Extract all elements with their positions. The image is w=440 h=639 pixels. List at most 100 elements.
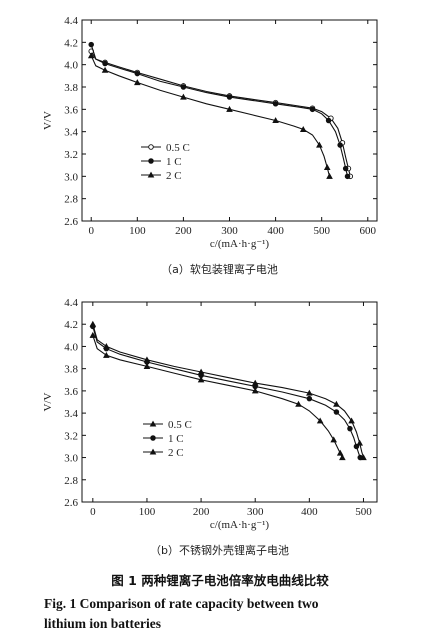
- chart-b-legend-label-3: 2 C: [168, 447, 184, 459]
- chart-b-series-line-2: [92, 326, 361, 458]
- chart-b-subtitle: （b）不锈钢外壳锂离子电池: [150, 543, 289, 557]
- chart-b-series-line-3: [92, 335, 343, 458]
- chart-a-x-tick-label: 300: [221, 225, 238, 237]
- chart-b-x-tick-label: 400: [301, 506, 318, 518]
- chart-a-series-3-point: [87, 52, 95, 59]
- chart-b-legend-label-2: 1 C: [168, 433, 184, 445]
- chart-a-y-tick-label: 4.0: [64, 60, 78, 72]
- chart-a-subtitle: （a）软包装锂离子电池: [161, 262, 278, 276]
- chart-a-series-line-1: [90, 51, 351, 177]
- chart-b-x-axis-label: c/(mA·h·g⁻¹): [210, 519, 270, 531]
- chart-b-series-3-point: [330, 436, 338, 443]
- chart-b-x-tick-label: 0: [90, 506, 96, 518]
- chart-a-y-tick-label: 3.0: [64, 171, 78, 183]
- chart-b: 0 100 200 300 400 500 2.6 2.8 3.0 3.2 3.4 3.6 3.8 4.0…: [42, 297, 378, 557]
- chart-b-x-tick-label: 300: [247, 506, 264, 518]
- chart-b-series-3-point: [89, 331, 97, 338]
- chart-a-y-tick-label: 2.6: [64, 216, 78, 228]
- chart-b-y-axis-label: V/V: [42, 392, 54, 411]
- chart-b-plot-frame: [81, 301, 378, 503]
- chart-b-x-tick-label: 200: [193, 506, 210, 518]
- chart-b-y-tick-label: 2.8: [64, 475, 78, 487]
- chart-a-x-axis-label: c/(mA·h·g⁻¹): [210, 238, 270, 250]
- chart-a-x-tick-label: 600: [360, 225, 377, 237]
- chart-a-legend-label-2: 1 C: [166, 156, 182, 168]
- chart-a-series-2-point: [325, 117, 332, 124]
- chart-a-x-tick-label: 200: [175, 225, 192, 237]
- chart-a-series-3-point: [299, 126, 307, 132]
- chart-a-x-tick-label: 0: [88, 225, 94, 237]
- caption-english-line-2: lithium ion batteries: [44, 616, 161, 631]
- chart-b-series-3-point: [316, 417, 324, 424]
- chart-a-y-tick-label: 4.4: [64, 15, 78, 27]
- chart-a-y-tick-label: 3.4: [64, 127, 78, 139]
- chart-a-series-2-point: [134, 70, 141, 77]
- chart-b-series-line-1: [92, 324, 365, 458]
- chart-b-y-tick-label: 3.2: [64, 430, 78, 442]
- chart-b-series-2-point: [333, 409, 340, 415]
- chart-a-legend-marker-3: [147, 171, 155, 178]
- caption-english-line-1: Fig. 1 Comparison of rate capacity betwe…: [44, 596, 319, 611]
- chart-a-y-tick-label: 3.8: [64, 82, 78, 94]
- chart-a-series-2-point: [180, 84, 187, 90]
- chart-a-y-tick-label: 4.2: [64, 37, 78, 49]
- chart-b-legend-label-1: 0.5 C: [168, 419, 192, 431]
- chart-a-series-3-point: [326, 172, 333, 179]
- chart-b-series-3-point: [197, 376, 205, 383]
- chart-b-series-1-point: [348, 417, 355, 424]
- chart-a-y-tick-label: 2.8: [64, 194, 78, 206]
- chart-b-series-2-point: [357, 454, 363, 461]
- chart-a-series-3-point: [323, 163, 331, 170]
- chart-b-y-tick-label: 3.8: [64, 364, 78, 376]
- chart-a-series-3-point: [272, 117, 279, 124]
- figure-caption-english: Fig. 1 Comparison of rate capacity betwe…: [44, 594, 414, 634]
- chart-b-series-2-point: [347, 425, 353, 432]
- chart-a-series-line-3: [90, 55, 331, 177]
- chart-a: 0 100 200 300 400 500 600 2.6 2.8 3.0 3.2 3.4 3.6 3.8…: [42, 15, 378, 276]
- figure-caption-chinese: 图 1 两种锂离子电池倍率放电曲线比较: [111, 573, 329, 588]
- chart-b-y-tick-label: 4.0: [64, 341, 78, 353]
- chart-a-series-2-point: [309, 106, 316, 113]
- chart-a-series-2-point: [102, 60, 108, 67]
- chart-b-series-2-point: [103, 345, 110, 352]
- chart-a-series-2-point: [88, 41, 94, 48]
- chart-a-series-2-point: [272, 100, 279, 107]
- chart-a-series-3-point: [180, 93, 187, 100]
- chart-b-legend-marker-3: [149, 448, 157, 455]
- chart-a-series-2-point: [226, 94, 233, 100]
- chart-b-y-tick-label: 3.0: [64, 453, 78, 465]
- chart-a-legend-marker-2: [148, 158, 154, 164]
- chart-a-y-axis-label: V/V: [42, 111, 54, 130]
- chart-a-series-2-point: [342, 165, 349, 172]
- chart-b-series-2-point: [353, 443, 360, 450]
- chart-b-series-2-point: [90, 323, 96, 330]
- chart-b-series-3-point: [251, 387, 259, 394]
- chart-b-legend-marker-1: [149, 420, 157, 427]
- chart-a-series-line-2: [90, 44, 349, 177]
- chart-b-series-1-point: [333, 400, 340, 407]
- chart-b-series-3-point: [339, 454, 346, 461]
- chart-a-series-3-point: [101, 66, 109, 73]
- chart-b-series-1-point: [306, 389, 313, 396]
- chart-b-y-tick-label: 4.2: [64, 319, 78, 331]
- chart-a-y-tick-label: 3.2: [64, 149, 78, 161]
- chart-b-x-tick-label: 500: [355, 506, 372, 518]
- chart-b-legend-marker-2: [150, 435, 156, 441]
- chart-a-series-3-point: [316, 141, 323, 148]
- chart-b-series-1-point: [356, 439, 363, 446]
- chart-a-legend-label-1: 0.5 C: [166, 142, 190, 154]
- chart-b-series-2-point: [306, 395, 313, 402]
- chart-b-y-tick-label: 3.6: [64, 386, 78, 398]
- chart-b-series-3-point: [103, 351, 110, 358]
- chart-a-legend-label-3: 2 C: [166, 170, 182, 182]
- chart-a-series-2-point: [337, 142, 343, 148]
- chart-a-x-tick-label: 100: [129, 225, 146, 237]
- chart-a-legend-marker-1: [148, 144, 154, 150]
- chart-a-x-tick-label: 500: [313, 225, 330, 237]
- chart-b-series-3-point: [143, 363, 151, 369]
- chart-b-x-tick-label: 100: [139, 506, 156, 518]
- chart-a-series-2-point: [344, 173, 351, 180]
- chart-b-y-tick-label: 4.4: [64, 297, 78, 309]
- chart-a-x-tick-label: 400: [267, 225, 284, 237]
